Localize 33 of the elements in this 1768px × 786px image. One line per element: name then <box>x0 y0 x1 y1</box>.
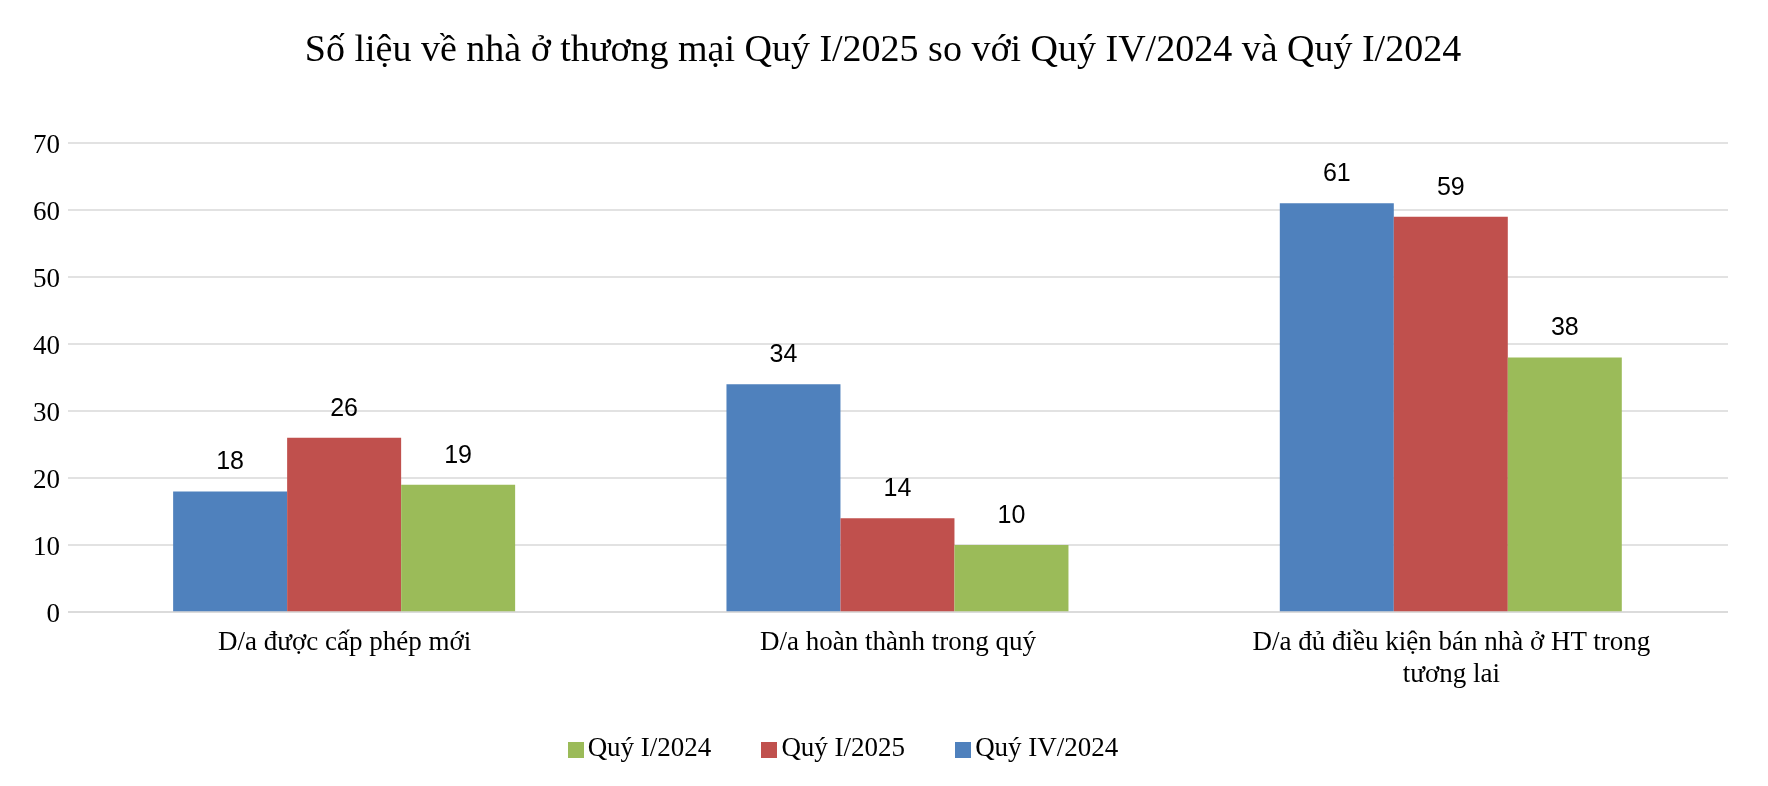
data-label: 26 <box>330 392 359 421</box>
bar <box>1279 203 1394 612</box>
data-label: 14 <box>883 473 912 502</box>
legend-label: Quý IV/2024 <box>975 732 1119 762</box>
legend-label: Quý I/2024 <box>587 732 712 762</box>
data-label: 10 <box>997 500 1026 528</box>
data-label: 34 <box>769 339 798 368</box>
bar <box>840 518 955 612</box>
chart-title: Số liệu về nhà ở thương mại Quý I/2025 so với Quý IV/2024 và Quý I/2024 <box>303 26 1463 70</box>
bar <box>287 437 402 612</box>
bar <box>173 491 288 612</box>
data-label: 59 <box>1436 171 1465 200</box>
data-label: 19 <box>444 439 473 468</box>
y-tick-label: 50 <box>33 262 60 293</box>
data-label: 18 <box>216 446 245 475</box>
data-label: 38 <box>1550 312 1579 341</box>
x-tick-label: D/a đủ điều kiện bán nhà ở HT trong tương lai <box>1252 626 1651 688</box>
x-tick-label: D/a được cấp phép mới <box>218 626 472 656</box>
x-tick-label: D/a hoàn thành trong quý <box>760 626 1037 656</box>
bar <box>401 484 516 612</box>
y-tick-label: 40 <box>33 329 60 360</box>
y-tick-label: 20 <box>33 463 60 494</box>
data-label: 61 <box>1322 158 1351 187</box>
bar <box>1507 357 1622 612</box>
bar <box>1393 216 1508 612</box>
y-tick-label: 60 <box>33 195 60 226</box>
y-tick-label: 10 <box>33 530 60 561</box>
bar <box>954 545 1069 612</box>
legend-label: Quý I/2025 <box>781 732 906 762</box>
y-tick-label: 30 <box>33 396 60 427</box>
y-tick-label: 0 <box>46 597 60 628</box>
y-tick-label: 70 <box>33 128 60 159</box>
bar <box>726 384 841 612</box>
